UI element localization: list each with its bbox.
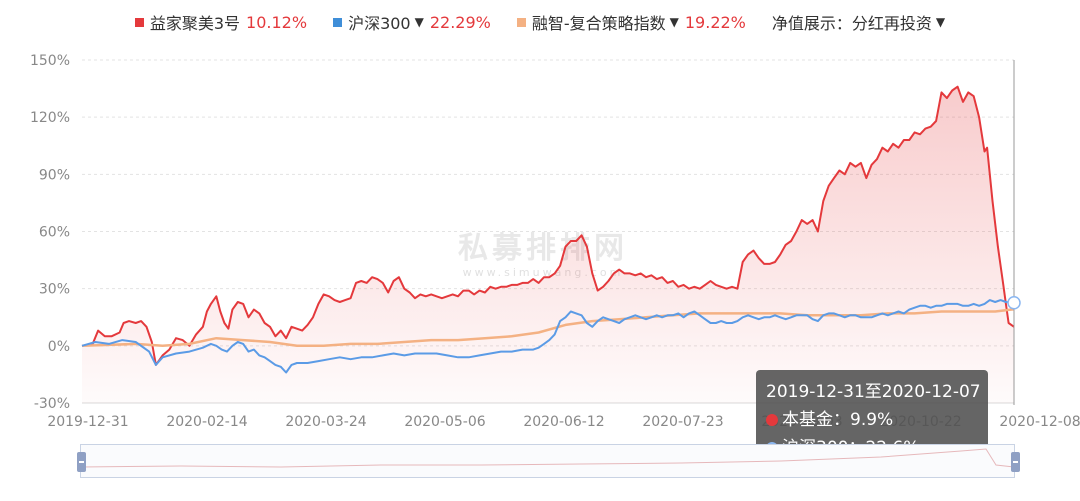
series-line-1[interactable] xyxy=(81,299,1015,374)
x-tick-label: 2019-12-31 xyxy=(47,414,128,430)
y-tick-label: 0% xyxy=(48,339,70,355)
legend-swatch-icon xyxy=(333,17,343,27)
tooltip-fund-dot-icon xyxy=(766,414,778,426)
x-tick-label: 2020-05-06 xyxy=(404,414,485,430)
legend-item-0[interactable]: 益家聚美3号 10.12% xyxy=(134,10,308,34)
y-tick-label: 150% xyxy=(30,53,70,69)
y-tick-label: 30% xyxy=(39,282,70,298)
series-area-0 xyxy=(82,86,1014,403)
y-tick-label: 120% xyxy=(30,110,70,126)
tooltip-title: 2019-12-31至2020-12-07 xyxy=(766,382,981,402)
y-tick-label: 90% xyxy=(39,167,70,183)
x-tick-label: 2020-06-12 xyxy=(523,414,604,430)
x-tick-label: 2020-03-24 xyxy=(285,414,366,430)
legend-item-1[interactable]: 沪深300 ▼ 22.29% xyxy=(333,10,491,34)
series-line-2[interactable] xyxy=(81,307,1015,348)
legend-label: 融智-复合策略指数 xyxy=(531,14,666,33)
y-tick-label: -30% xyxy=(34,396,70,412)
y-axis: -30% 0% 30% 60% 90% 120% 150% xyxy=(30,53,70,412)
legend-swatch-icon xyxy=(134,17,144,27)
series-line-0[interactable] xyxy=(81,85,1015,366)
range-slider[interactable] xyxy=(80,444,1015,478)
legend-item-2[interactable]: 融智-复合策略指数 ▼ 19.22% xyxy=(516,10,746,34)
legend-value: 19.22% xyxy=(684,12,746,32)
x-tick-label: 2020-07-23 xyxy=(642,414,723,430)
y-tick-label: 60% xyxy=(39,225,70,241)
hover-cursor xyxy=(1007,60,1021,405)
slider-right-handle[interactable] xyxy=(1011,452,1020,472)
cursor-point-marker xyxy=(1007,296,1021,310)
legend-value: 10.12% xyxy=(246,12,308,32)
legend-caret-icon[interactable]: ▼ xyxy=(414,15,424,29)
nav-display-selector[interactable]: 净值展示：分红再投资 ▼ xyxy=(772,10,945,34)
legend-label: 益家聚美3号 xyxy=(149,14,241,33)
series-layer xyxy=(81,85,1015,403)
nav-display-label: 净值展示：分红再投资 xyxy=(771,14,932,33)
slider-preview xyxy=(81,448,1014,468)
slider-left-handle[interactable] xyxy=(77,452,86,472)
nav-caret-icon[interactable]: ▼ xyxy=(935,15,946,29)
x-tick-label: 2020-12-08 xyxy=(999,414,1080,430)
tooltip-row-fund: 本基金：9.9% xyxy=(766,406,978,434)
legend-caret-icon[interactable]: ▼ xyxy=(669,15,679,29)
watermark: 私募排排网 www.simuwang.com xyxy=(458,231,628,279)
watermark-title: 私募排排网 xyxy=(458,231,628,266)
legend-value: 22.29% xyxy=(429,12,491,32)
legend-label: 沪深300 xyxy=(348,14,411,33)
slider-preview-line xyxy=(81,448,1014,468)
legend: 益家聚美3号 10.12% 沪深300 ▼ 22.29% 融智-复合策略指数 ▼ 19.22%… xyxy=(0,6,1080,38)
tooltip-fund-label: 本基金：9.9% xyxy=(782,410,894,430)
x-tick-label: 2020-02-14 xyxy=(166,414,247,430)
legend-swatch-icon xyxy=(516,17,526,27)
